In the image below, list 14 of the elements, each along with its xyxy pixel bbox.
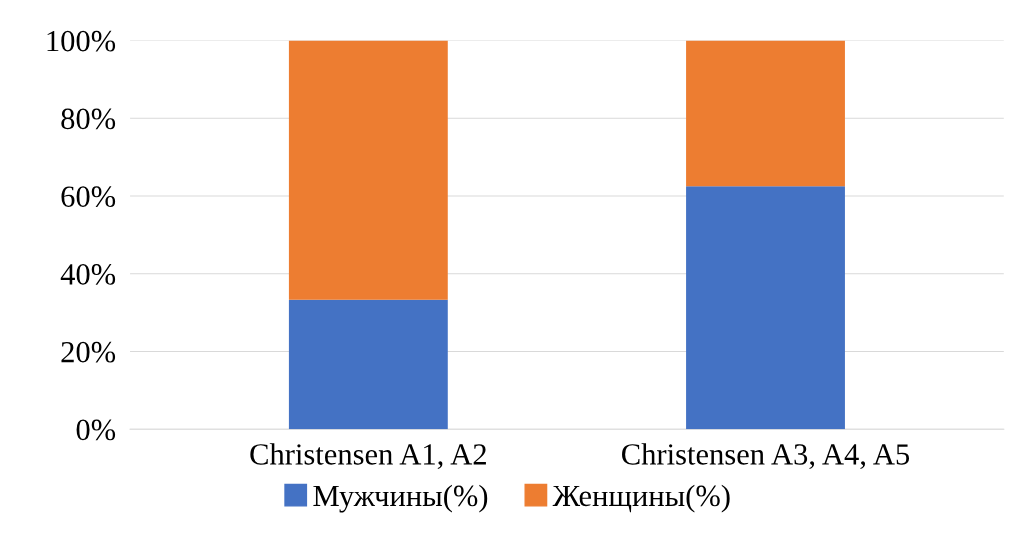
bar — [288, 299, 448, 430]
y-tick-label: 80% — [61, 108, 116, 130]
bar — [686, 40, 845, 187]
x-tick-label: Christensen A3, A4, A5 — [622, 443, 910, 470]
bar — [686, 186, 845, 430]
y-tick-label: 20% — [61, 341, 116, 363]
y-tick-label: 60% — [61, 186, 116, 208]
bar — [288, 40, 448, 300]
y-tick-label: 40% — [60, 264, 116, 285]
legend-label: Мужчины(%) — [313, 484, 488, 513]
y-tick-label: 0% — [76, 419, 116, 441]
x-tick-label: Christensen A1, A2 — [250, 443, 486, 470]
y-tick-label: 100% — [47, 30, 116, 52]
legend-label: Женщины(%) — [552, 484, 730, 513]
